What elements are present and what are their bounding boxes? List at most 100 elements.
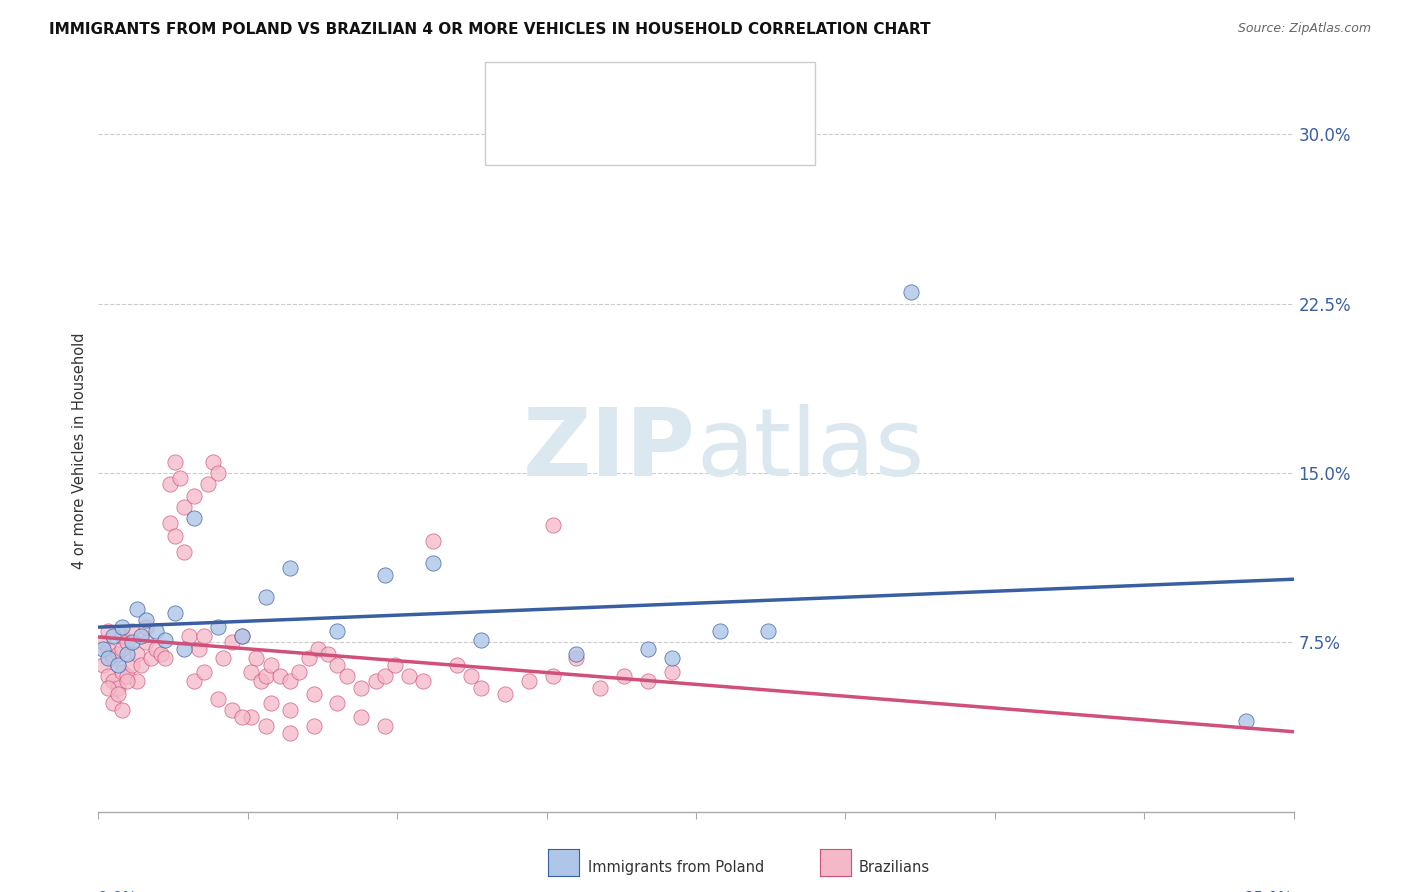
Text: Source: ZipAtlas.com: Source: ZipAtlas.com (1237, 22, 1371, 36)
Point (163, 529, 186, 543)
Point (111, 629, 134, 643)
Point (97, 669, 120, 683)
Point (288, 665, 311, 679)
Point (183, 673, 205, 688)
Point (101, 673, 124, 688)
Point (131, 657, 153, 672)
Point (298, 651, 321, 665)
Point (115, 669, 138, 683)
Point (302, 687, 325, 701)
Point (231, 710, 253, 724)
Point (101, 629, 124, 643)
Point (91, 635, 114, 649)
Point (173, 500, 195, 514)
Point (107, 687, 129, 701)
Point (374, 669, 396, 683)
Text: atlas: atlas (696, 404, 924, 497)
Point (101, 651, 124, 665)
Point (709, 624, 731, 639)
Point (494, 687, 516, 701)
Point (350, 681, 373, 695)
Point (97, 681, 120, 695)
Point (173, 545, 195, 559)
Point (107, 681, 129, 695)
Point (613, 669, 636, 683)
Point (125, 647, 148, 661)
Point (541, 518, 564, 533)
Point (589, 681, 612, 695)
Point (326, 696, 349, 710)
Point (115, 635, 138, 649)
Text: 25.0%: 25.0% (1246, 891, 1294, 892)
Point (211, 651, 233, 665)
Point (135, 635, 157, 649)
Point (756, 624, 779, 639)
Text: 0.192  N = 30: 0.192 N = 30 (583, 81, 704, 95)
Point (398, 669, 420, 683)
Point (250, 673, 273, 688)
Point (316, 647, 339, 661)
Point (460, 669, 482, 683)
Point (207, 466, 229, 480)
Point (121, 657, 143, 672)
Point (221, 635, 243, 649)
Point (169, 470, 191, 484)
Point (111, 703, 134, 717)
Point (111, 619, 134, 633)
Point (115, 647, 138, 661)
Point (470, 681, 492, 695)
Point (131, 629, 153, 643)
Point (278, 725, 301, 739)
Point (155, 651, 177, 665)
Point (197, 477, 219, 491)
Point (517, 673, 540, 688)
Point (107, 657, 129, 672)
Point (97, 642, 120, 657)
Y-axis label: 4 or more Vehicles in Household: 4 or more Vehicles in Household (72, 332, 87, 569)
Point (183, 489, 205, 503)
Point (336, 669, 359, 683)
Point (259, 696, 281, 710)
Point (245, 651, 267, 665)
Text: Immigrants from Poland: Immigrants from Poland (588, 860, 763, 874)
Point (422, 557, 444, 571)
Point (446, 657, 468, 672)
Point (412, 673, 434, 688)
Point (207, 619, 229, 633)
Point (135, 619, 157, 633)
Point (193, 665, 215, 679)
Point (350, 710, 373, 724)
Point (145, 624, 167, 639)
Point (374, 567, 396, 582)
Point (159, 516, 181, 530)
Text: Brazilians: Brazilians (859, 860, 931, 874)
Point (202, 455, 225, 469)
Point (173, 642, 195, 657)
Point (107, 647, 129, 661)
Point (278, 561, 301, 575)
Point (254, 591, 277, 605)
Point (269, 669, 291, 683)
Text: 0.0%: 0.0% (98, 891, 138, 892)
Point (240, 710, 263, 724)
Point (326, 657, 349, 672)
Point (565, 647, 588, 661)
Point (240, 665, 263, 679)
Text: R =: R = (541, 124, 575, 138)
Point (121, 624, 143, 639)
Point (179, 629, 201, 643)
Point (97, 651, 120, 665)
Point (187, 642, 209, 657)
Point (384, 657, 406, 672)
Text: R =: R = (541, 81, 575, 95)
Point (135, 613, 157, 627)
Point (259, 657, 281, 672)
Point (307, 642, 329, 657)
Point (91, 657, 114, 672)
Point (111, 642, 134, 657)
Point (326, 624, 349, 639)
Point (115, 673, 138, 688)
Point (125, 673, 148, 688)
Point (364, 673, 387, 688)
Point (278, 703, 301, 717)
